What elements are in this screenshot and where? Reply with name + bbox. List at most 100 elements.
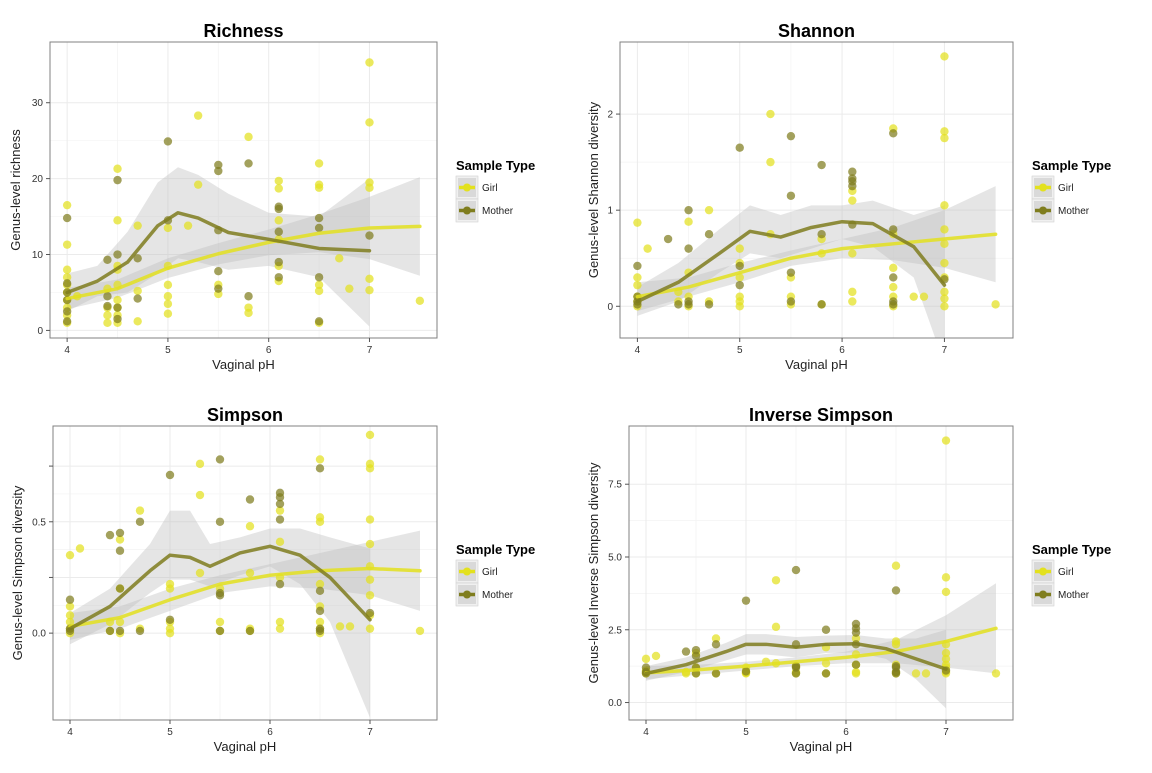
- data-point-mother: [315, 624, 325, 633]
- confidence-band-mother: [67, 167, 370, 327]
- legend-title: Sample Type: [1032, 158, 1111, 173]
- data-point-mother: [315, 464, 325, 473]
- data-point-girl: [891, 637, 901, 646]
- data-point-girl: [65, 617, 75, 627]
- data-point-mother: [821, 669, 831, 678]
- data-point-girl: [62, 273, 72, 282]
- data-point-girl: [195, 459, 205, 469]
- x-tick-label: 5: [167, 727, 173, 738]
- data-point-girl: [941, 573, 951, 582]
- data-point-girl: [195, 490, 205, 500]
- chart-panel-1: 4 5 6 7 0 1 2 Shannon Vaginal pH Genus-level Shan…: [586, 21, 1111, 372]
- legend-title: Sample Type: [456, 158, 535, 173]
- data-point-girl: [365, 285, 374, 295]
- data-point-mother: [641, 663, 651, 672]
- legend: Sample Type Girl Mother: [455, 158, 535, 223]
- plot-area: [65, 430, 425, 718]
- x-tick-label: 6: [266, 345, 272, 356]
- data-point-girl: [75, 544, 85, 553]
- data-point-mother: [103, 292, 112, 301]
- data-point-mother: [62, 279, 72, 288]
- data-point-girl: [183, 221, 193, 230]
- data-point-mother: [735, 143, 744, 152]
- data-point-girl: [889, 263, 898, 273]
- data-point-girl: [315, 513, 325, 522]
- data-point-girl: [274, 176, 283, 186]
- chart-panel-3: 4 5 6 7 0.0 2.5 5.0 7.5 Inverse Simpson Vaginal p…: [586, 405, 1111, 754]
- x-tick-label: 7: [367, 345, 373, 356]
- data-point-mother: [115, 528, 125, 538]
- data-point-mother: [848, 174, 857, 183]
- data-point-mother: [275, 499, 285, 509]
- data-point-mother: [135, 626, 145, 636]
- data-point-girl: [415, 296, 425, 306]
- data-point-girl: [274, 216, 283, 225]
- data-point-girl: [941, 587, 951, 597]
- smooth-line-mother: [65, 211, 372, 295]
- data-point-girl: [244, 303, 253, 312]
- chart-title: Simpson: [207, 405, 283, 425]
- legend-label-girl: Girl: [482, 567, 498, 578]
- data-point-mother: [275, 515, 285, 524]
- data-point-mother: [704, 230, 714, 239]
- x-tick-label: 5: [737, 345, 743, 356]
- data-point-mother: [215, 455, 225, 464]
- data-point-mother: [633, 261, 642, 271]
- legend-label-girl: Girl: [1058, 183, 1074, 194]
- confidence-band-girl: [637, 186, 996, 312]
- data-point-girl: [633, 273, 642, 282]
- data-point-girl: [193, 180, 203, 189]
- chart-panel-0: 4 5 6 7 0 10 20 30 Richness Vaginal pH Genus-level…: [8, 21, 535, 372]
- data-point-girl: [415, 626, 425, 636]
- data-point-girl: [848, 249, 857, 258]
- data-point-mother: [889, 129, 898, 138]
- x-axis-label: Vaginal pH: [785, 357, 848, 372]
- data-point-girl: [195, 568, 205, 578]
- plot-area: [62, 58, 425, 328]
- data-point-mother: [711, 669, 721, 678]
- legend-label-mother: Mother: [482, 206, 514, 217]
- data-point-girl: [941, 648, 951, 658]
- data-point-mother: [791, 565, 801, 575]
- y-tick-label: 30: [32, 98, 44, 109]
- data-point-girl: [345, 622, 355, 631]
- data-point-girl: [940, 201, 949, 210]
- data-point-girl: [165, 579, 175, 589]
- legend-key-point: [463, 183, 471, 192]
- y-tick-label: 1: [607, 206, 613, 217]
- data-point-mother: [889, 273, 898, 282]
- data-point-girl: [643, 244, 652, 253]
- data-point-girl: [215, 617, 225, 627]
- y-tick-label: 5.0: [608, 552, 622, 563]
- data-point-mother: [314, 223, 324, 233]
- data-point-mother: [663, 234, 673, 244]
- data-point-girl: [365, 624, 375, 633]
- data-point-girl: [275, 506, 285, 515]
- data-point-mother: [817, 300, 826, 309]
- data-point-girl: [314, 159, 324, 168]
- data-point-mother: [786, 131, 796, 141]
- legend-key-point: [463, 590, 471, 599]
- data-point-girl: [365, 430, 375, 440]
- y-tick-label: 0.0: [32, 629, 46, 640]
- data-point-mother: [315, 606, 325, 616]
- chart-panel-2: 4 5 6 7 0.0 0.5 Simpson Vaginal pH Genus-level S…: [10, 405, 535, 754]
- data-point-girl: [365, 539, 375, 549]
- x-tick-label: 4: [64, 345, 70, 356]
- y-axis-label: Genus-level Inverse Simpson diversity: [586, 462, 601, 684]
- data-point-mother: [684, 205, 693, 215]
- data-point-mother: [315, 586, 325, 596]
- data-point-mother: [214, 284, 223, 293]
- x-tick-label: 4: [635, 345, 641, 356]
- data-point-girl: [135, 506, 145, 515]
- data-point-mother: [133, 294, 142, 303]
- data-point-girl: [891, 561, 901, 570]
- data-point-mother: [684, 297, 693, 306]
- data-point-girl: [940, 239, 949, 249]
- legend-label-girl: Girl: [482, 183, 498, 194]
- data-point-mother: [891, 586, 901, 595]
- data-point-girl: [365, 591, 375, 600]
- data-point-mother: [786, 191, 796, 200]
- data-point-mother: [113, 175, 122, 185]
- legend: Sample Type Girl Mother: [1031, 158, 1111, 223]
